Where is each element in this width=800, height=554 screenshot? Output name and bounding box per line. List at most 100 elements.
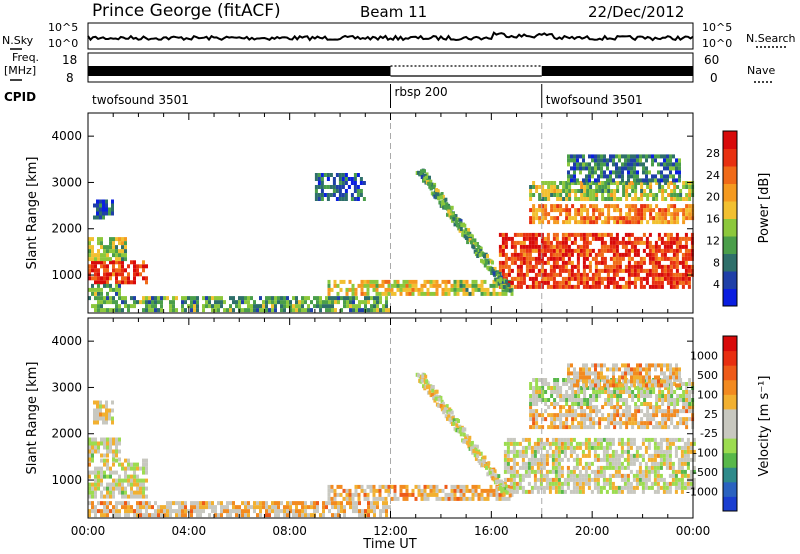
power-cell: [540, 252, 544, 257]
power-cell: [675, 264, 679, 269]
velocity-cell: [94, 505, 97, 510]
velocity-cell: [653, 465, 657, 470]
velocity-cell: [589, 425, 593, 430]
velocity-cell: [199, 513, 202, 518]
power-cell: [546, 276, 550, 281]
velocity-cell: [307, 505, 310, 510]
velocity-cell: [417, 484, 421, 489]
power-cell: [580, 216, 584, 221]
velocity-cell: [385, 505, 388, 510]
velocity-cell: [682, 398, 686, 402]
power-cell: [522, 244, 526, 249]
velocity-cell: [576, 383, 579, 388]
power-cell: [172, 296, 175, 301]
velocity-cell: [405, 488, 409, 493]
power-cell: [618, 240, 622, 245]
velocity-cell: [605, 449, 609, 454]
velocity-cell: [545, 441, 549, 446]
velocity-streak-cell: [508, 493, 512, 498]
velocity-cell: [538, 386, 542, 390]
power-cell: [328, 308, 331, 313]
velocity-streak-cell: [504, 484, 508, 489]
velocity-cell: [567, 367, 570, 372]
power-cell: [151, 304, 154, 309]
velocity-cell: [685, 421, 689, 426]
velocity-cell: [515, 461, 519, 466]
velocity-cell: [512, 489, 516, 494]
velocity-cell: [659, 437, 663, 442]
velocity-cell: [319, 513, 322, 518]
velocity-colorbar-swatch: [723, 408, 737, 424]
velocity-cell: [337, 513, 340, 518]
power-cell: [628, 208, 632, 213]
velocity-cell: [91, 441, 94, 446]
velocity-cell: [653, 477, 657, 482]
velocity-cell: [414, 496, 418, 501]
velocity-cell: [665, 441, 669, 446]
velocity-cell: [509, 465, 513, 470]
power-cell: [660, 170, 663, 175]
power-cell: [546, 280, 550, 285]
power-cell: [358, 308, 361, 313]
power-cell: [673, 197, 677, 201]
velocity-cell: [641, 485, 645, 490]
velocity-cell: [602, 465, 606, 470]
velocity-cell: [676, 394, 680, 398]
power-cell: [341, 193, 345, 197]
velocity-cell: [577, 398, 581, 402]
power-cell: [109, 272, 112, 277]
velocity-cell: [145, 505, 148, 510]
velocity-cell: [624, 363, 627, 368]
velocity-cell: [127, 458, 130, 463]
power-streak-cell: [446, 212, 449, 217]
velocity-cell: [616, 390, 620, 394]
velocity-cell: [663, 363, 666, 368]
power-cell: [688, 189, 692, 193]
power-cell: [480, 291, 484, 296]
power-cell: [190, 304, 193, 309]
power-streak-cell: [495, 272, 499, 276]
power-cell: [556, 185, 560, 189]
power-cell: [546, 244, 550, 249]
velocity-cell: [330, 496, 334, 501]
velocity-cell: [563, 477, 567, 482]
power-cell: [549, 244, 553, 249]
power-cell: [636, 158, 639, 163]
velocity-cell: [661, 409, 665, 414]
power-cell: [507, 272, 511, 277]
power-cell: [606, 268, 610, 273]
velocity-cell: [642, 383, 645, 388]
velocity-cell: [649, 394, 653, 398]
power-streak-cell: [483, 263, 487, 268]
power-cell: [636, 236, 640, 241]
power-cell: [666, 264, 670, 269]
power-streak-cell: [479, 248, 483, 253]
freq-tick-high: 18: [62, 53, 77, 67]
velocity-cell: [136, 505, 139, 510]
velocity-cell: [583, 421, 587, 426]
power-cell: [172, 300, 175, 305]
velocity-cell: [646, 413, 650, 418]
velocity-cell: [679, 378, 683, 382]
power-cell: [637, 216, 641, 221]
power-cell: [148, 296, 151, 301]
power-cell: [525, 260, 529, 265]
velocity-cell: [450, 492, 454, 497]
power-cell: [214, 296, 217, 301]
power-cell: [378, 283, 382, 288]
velocity-cell: [235, 513, 238, 518]
velocity-cell: [553, 413, 557, 418]
power-cell: [208, 300, 211, 305]
power-cell: [193, 300, 196, 305]
velocity-cell: [99, 412, 102, 417]
power-cell: [672, 256, 676, 261]
power-cell: [121, 257, 124, 262]
velocity-cell: [574, 390, 578, 394]
velocity-cell: [399, 488, 403, 493]
power-cell: [555, 240, 559, 245]
velocity-cell: [378, 492, 382, 497]
power-cell: [516, 280, 520, 285]
velocity-cell: [554, 445, 558, 450]
velocity-cell: [557, 437, 561, 442]
